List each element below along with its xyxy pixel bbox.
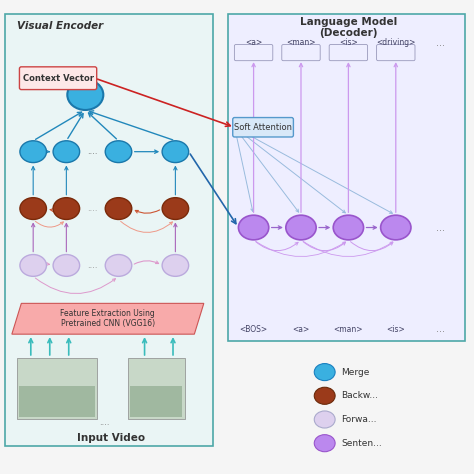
Text: ...: ... [437, 37, 445, 48]
Ellipse shape [20, 141, 46, 163]
Ellipse shape [286, 215, 316, 240]
Ellipse shape [238, 215, 269, 240]
Text: ....: .... [99, 419, 109, 427]
Text: <a>: <a> [292, 325, 310, 334]
Text: Input Video: Input Video [77, 433, 146, 444]
FancyBboxPatch shape [329, 45, 368, 61]
Ellipse shape [20, 255, 46, 276]
Text: Senten...: Senten... [341, 439, 382, 447]
Ellipse shape [162, 141, 189, 163]
FancyBboxPatch shape [233, 118, 293, 137]
Ellipse shape [105, 198, 132, 219]
FancyBboxPatch shape [376, 45, 415, 61]
Text: Visual Encoder: Visual Encoder [17, 21, 103, 31]
Text: Feature Extraction Using
Pretrained CNN (VGG16): Feature Extraction Using Pretrained CNN … [61, 309, 155, 328]
Ellipse shape [105, 141, 132, 163]
Text: Soft Attention: Soft Attention [234, 123, 292, 132]
Text: ....: .... [87, 261, 98, 270]
Text: ....: .... [87, 147, 98, 156]
Ellipse shape [53, 198, 80, 219]
Text: ...: ... [437, 324, 445, 335]
Ellipse shape [314, 364, 335, 381]
Ellipse shape [105, 255, 132, 276]
Text: Backw...: Backw... [341, 392, 378, 400]
Ellipse shape [381, 215, 411, 240]
Ellipse shape [314, 435, 335, 452]
Text: <driving>: <driving> [376, 38, 416, 47]
Ellipse shape [53, 255, 80, 276]
FancyBboxPatch shape [19, 67, 97, 90]
FancyBboxPatch shape [17, 358, 97, 419]
Text: <man>: <man> [286, 38, 316, 47]
Ellipse shape [67, 80, 103, 110]
Text: Forwa...: Forwa... [341, 415, 377, 424]
Ellipse shape [53, 141, 80, 163]
Text: Context Vector: Context Vector [23, 74, 93, 82]
Ellipse shape [162, 198, 189, 219]
Text: <BOS>: <BOS> [239, 325, 268, 334]
FancyBboxPatch shape [19, 386, 95, 417]
Ellipse shape [20, 198, 46, 219]
Ellipse shape [314, 411, 335, 428]
Ellipse shape [162, 255, 189, 276]
Ellipse shape [333, 215, 364, 240]
Text: ....: .... [87, 204, 98, 213]
Text: Language Model
(Decoder): Language Model (Decoder) [300, 17, 397, 38]
Text: <man>: <man> [334, 325, 363, 334]
FancyBboxPatch shape [282, 45, 320, 61]
Text: <is>: <is> [386, 325, 405, 334]
Polygon shape [12, 303, 204, 334]
Text: <is>: <is> [339, 38, 358, 47]
Text: <a>: <a> [245, 38, 262, 47]
Text: ...: ... [437, 222, 445, 233]
FancyBboxPatch shape [128, 358, 185, 419]
FancyBboxPatch shape [234, 45, 273, 61]
FancyBboxPatch shape [5, 14, 213, 446]
Ellipse shape [314, 387, 335, 404]
FancyBboxPatch shape [130, 386, 182, 417]
Text: Merge: Merge [341, 368, 370, 376]
FancyBboxPatch shape [228, 14, 465, 341]
